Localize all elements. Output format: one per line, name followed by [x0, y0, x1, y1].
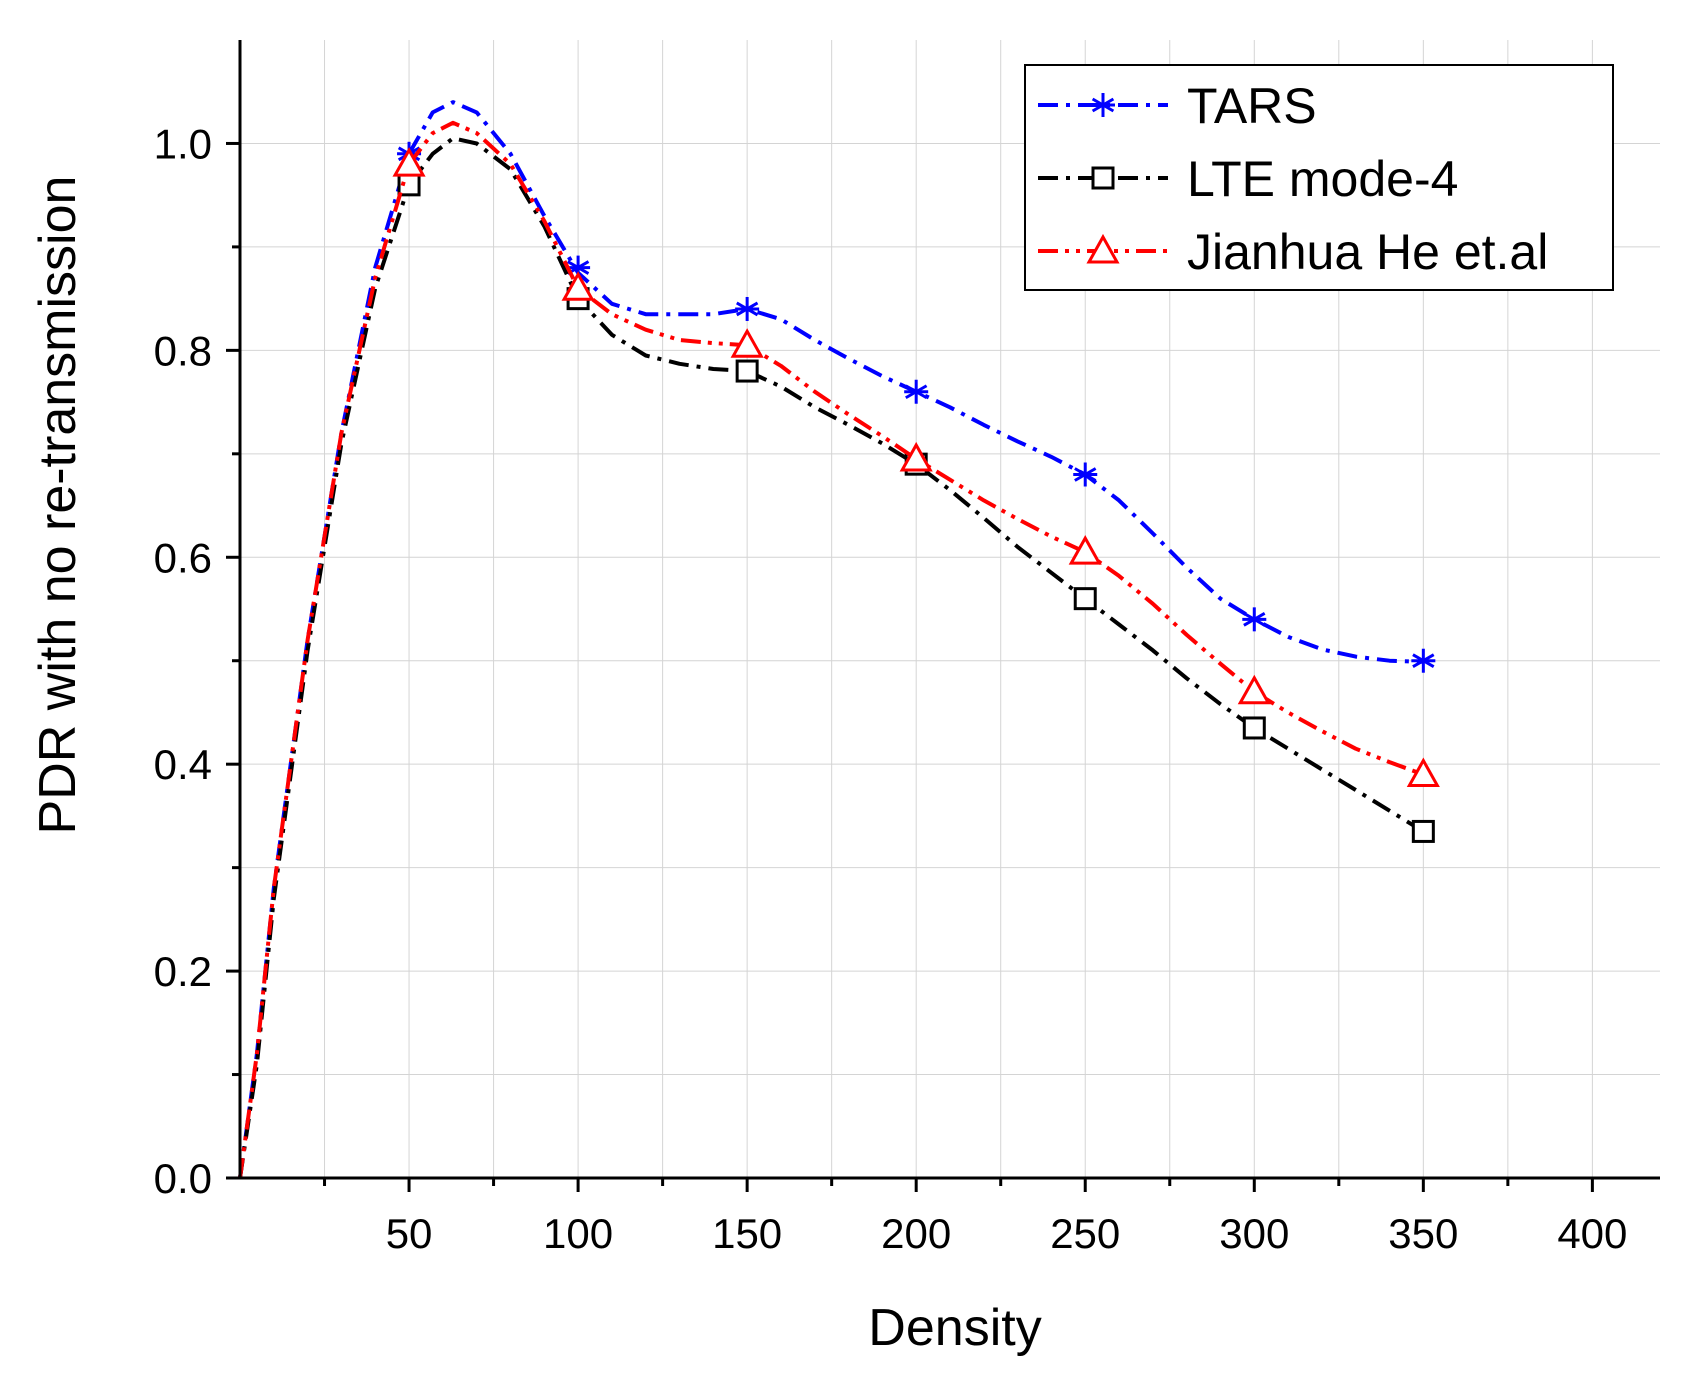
data-point [1073, 587, 1097, 611]
data-point [1068, 535, 1102, 565]
legend-marker [1091, 166, 1115, 190]
data-point [1411, 819, 1435, 843]
data-point [735, 359, 759, 383]
series-2 [238, 120, 1440, 1179]
legend-marker [1086, 233, 1120, 264]
x-tick-label: 250 [1050, 1210, 1120, 1257]
x-tick-label: 50 [386, 1210, 433, 1257]
data-point [730, 328, 764, 358]
data-point [1242, 716, 1266, 740]
legend-marker [1091, 93, 1115, 117]
y-tick-label: 0.2 [154, 948, 212, 995]
x-tick-label: 350 [1388, 1210, 1458, 1257]
ticks-layer: 50 100 150 200 250 300 350 400 0.0 0.2 0.4 0.6 0.8 1.… [154, 120, 1628, 1257]
data-point [904, 379, 929, 404]
data-point [1237, 674, 1271, 705]
legend-item-2[interactable]: Jianhua He et.al [1038, 224, 1548, 280]
x-tick-label: 200 [881, 1210, 951, 1257]
data-point [1411, 648, 1436, 673]
y-axis-title: PDR with no re-transmission [29, 176, 87, 835]
y-tick-label: 1.0 [154, 120, 212, 167]
x-axis-title: Density [868, 1299, 1041, 1357]
x-tick-label: 300 [1219, 1210, 1289, 1257]
y-tick-label: 0.8 [154, 327, 212, 374]
series-line [238, 100, 1424, 1179]
data-point [1406, 757, 1440, 788]
legend-items: TARS LTE mode-4 Jianhua He et.al [1038, 78, 1548, 280]
x-tick-label: 100 [543, 1210, 613, 1257]
legend-item-1[interactable]: LTE mode-4 [1038, 151, 1458, 207]
x-tick-label: 150 [712, 1210, 782, 1257]
y-tick-label: 0.4 [154, 741, 212, 788]
x-tick-label: 400 [1557, 1210, 1627, 1257]
data-point [561, 271, 595, 301]
y-tick-label: 0.6 [154, 534, 212, 581]
y-tick-label: 0.0 [154, 1155, 212, 1202]
data-point [735, 296, 760, 321]
legend-item-0[interactable]: TARS [1038, 78, 1317, 134]
series-0 [238, 100, 1436, 1179]
series-layer [238, 100, 1440, 1179]
data-point [392, 147, 426, 177]
data-point [1242, 607, 1267, 632]
data-point [1073, 462, 1098, 487]
data-point [899, 441, 933, 472]
legend[interactable]: TARS LTE mode-4 Jianhua He et.al [1024, 64, 1614, 291]
legend-label: LTE mode-4 [1187, 151, 1458, 207]
legend-label: Jianhua He et.al [1187, 224, 1548, 280]
legend-label: TARS [1187, 78, 1317, 134]
